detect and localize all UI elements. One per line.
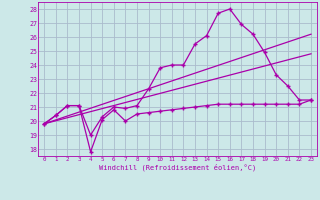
X-axis label: Windchill (Refroidissement éolien,°C): Windchill (Refroidissement éolien,°C): [99, 164, 256, 171]
